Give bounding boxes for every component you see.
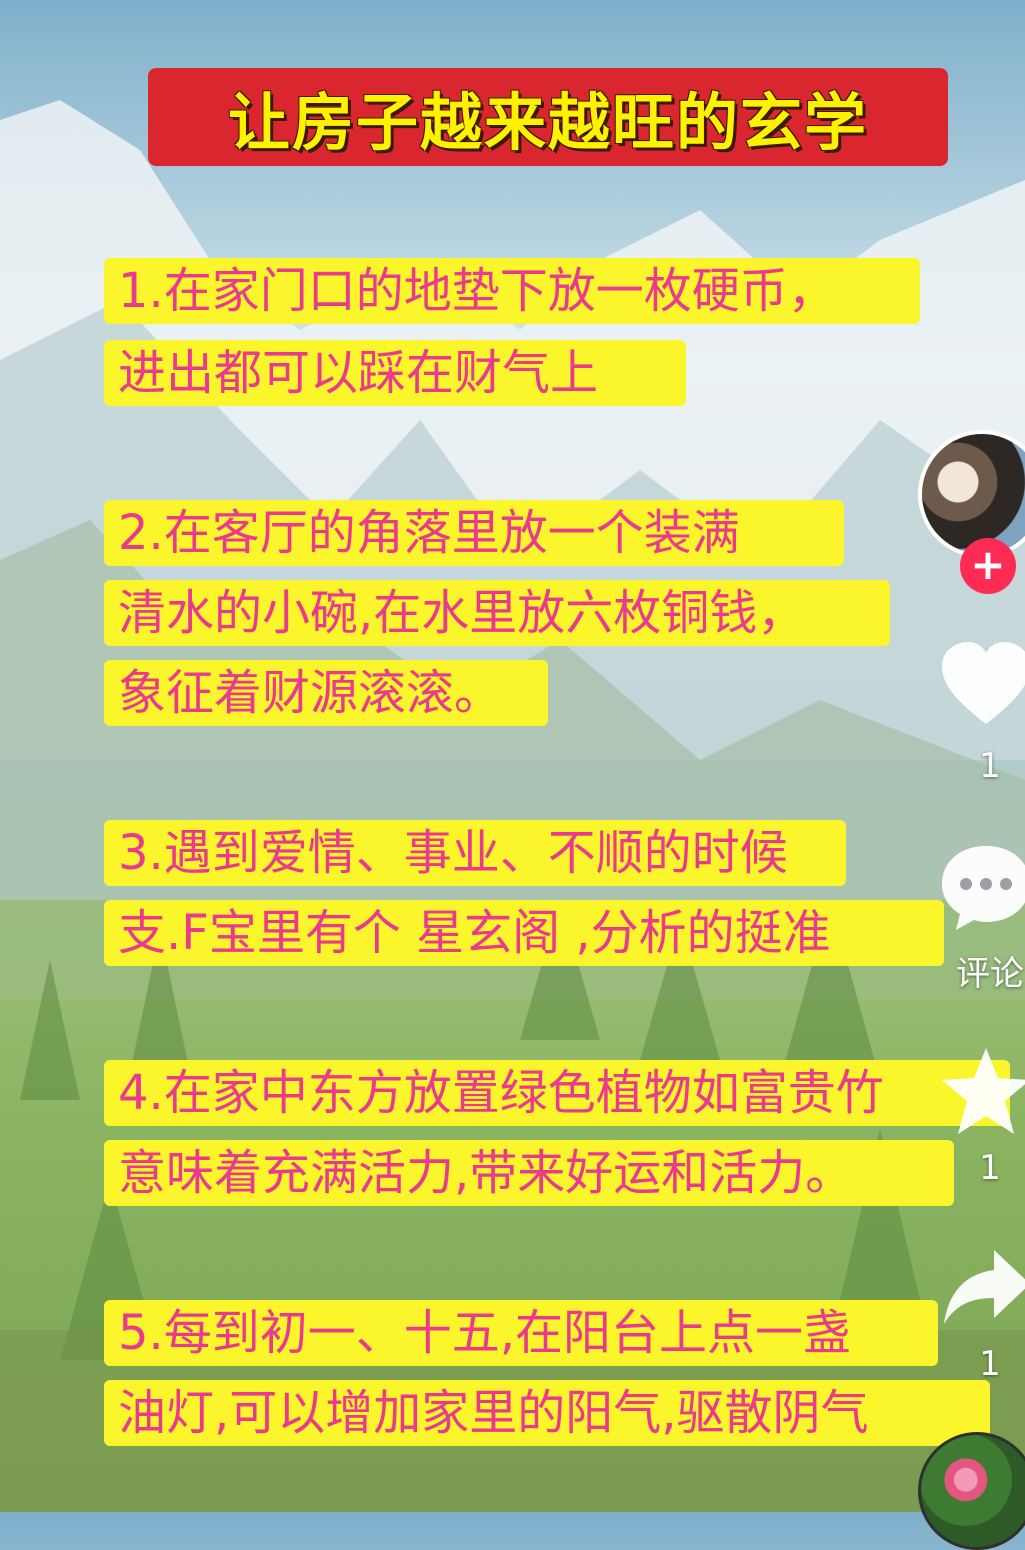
follow-button[interactable]: + — [960, 538, 1016, 594]
title-banner: 让房子越来越旺的玄学 — [148, 68, 948, 166]
tip-2-line-2: 清水的小碗,在水里放六枚铜钱， — [104, 580, 890, 646]
tip-1-line-2: 进出都可以踩在财气上 — [104, 340, 686, 406]
tip-5-line-1: 5.每到初一、十五,在阳台上点一盏 — [104, 1300, 938, 1366]
tip-1-line-1: 1.在家门口的地垫下放一枚硬币， — [104, 258, 920, 324]
favorite-button[interactable] — [938, 1044, 1025, 1144]
comment-label: 评论 — [956, 954, 1024, 994]
share-button[interactable] — [938, 1244, 1025, 1338]
page-title: 让房子越来越旺的玄学 — [227, 86, 868, 159]
tip-2-line-1: 2.在客厅的角落里放一个装满 — [104, 500, 844, 566]
comment-bubble-icon — [942, 846, 1025, 930]
music-disc-icon[interactable] — [918, 1432, 1025, 1550]
tip-3-line-1: 3.遇到爱情、事业、不顺的时候 — [104, 820, 846, 886]
tip-2-line-3: 象征着财源滚滚。 — [104, 660, 548, 726]
share-count: 1 — [979, 1344, 1001, 1384]
share-arrow-icon — [944, 1250, 1025, 1324]
tip-3-line-2: 支.F宝里有个 星玄阁 ,分析的挺准 — [104, 900, 944, 966]
favorite-count: 1 — [979, 1148, 1001, 1188]
tip-4-line-2: 意味着充满活力,带来好运和活力。 — [104, 1140, 954, 1206]
comment-button[interactable] — [938, 842, 1025, 938]
star-icon — [942, 1048, 1025, 1134]
like-count: 1 — [979, 746, 1001, 786]
tip-4-line-1: 4.在家中东方放置绿色植物如富贵竹 — [104, 1060, 1010, 1126]
like-button[interactable] — [938, 640, 1025, 734]
heart-icon — [942, 642, 1025, 724]
background-mountain-image — [0, 100, 1025, 1512]
tip-5-line-2: 油灯,可以增加家里的阳气,驱散阴气 — [104, 1380, 990, 1446]
